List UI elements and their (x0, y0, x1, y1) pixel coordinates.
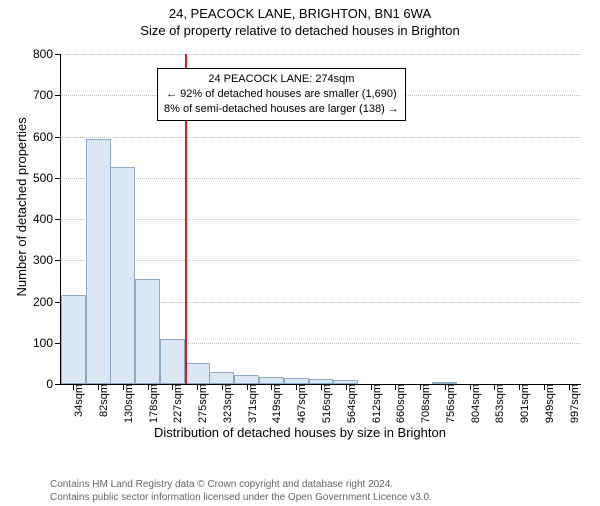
histogram-bar (135, 279, 160, 384)
x-axis-label: Distribution of detached houses by size … (0, 425, 600, 440)
histogram-bar (209, 372, 234, 384)
x-tick-label: 82sqm (98, 384, 110, 417)
grid-line (61, 178, 581, 179)
y-tick-label: 300 (33, 253, 61, 267)
footer: Contains HM Land Registry data © Crown c… (0, 478, 600, 504)
x-tick-label: 516sqm (321, 384, 333, 423)
x-tick-label: 756sqm (445, 384, 457, 423)
y-tick-label: 700 (33, 88, 61, 102)
x-tick-label: 178sqm (148, 384, 160, 423)
x-tick-label: 419sqm (271, 384, 283, 423)
annotation-line: ← 92% of detached houses are smaller (1,… (164, 87, 399, 102)
annotation-line: 8% of semi-detached houses are larger (1… (164, 102, 399, 117)
annotation-box: 24 PEACOCK LANE: 274sqm← 92% of detached… (157, 68, 406, 121)
grid-line (61, 54, 581, 55)
histogram-bar (61, 295, 86, 384)
plot-area: 010020030040050060070080034sqm82sqm130sq… (60, 54, 581, 385)
histogram-bar (234, 375, 259, 384)
x-tick-label: 275sqm (197, 384, 209, 423)
x-tick-label: 804sqm (470, 384, 482, 423)
chart-container: Number of detached properties 0100200300… (0, 44, 600, 444)
x-tick-label: 708sqm (420, 384, 432, 423)
y-tick-label: 800 (33, 47, 61, 61)
histogram-bar (259, 377, 284, 384)
x-tick-label: 130sqm (123, 384, 135, 423)
x-tick-label: 323sqm (222, 384, 234, 423)
annotation-line: 24 PEACOCK LANE: 274sqm (164, 72, 399, 87)
x-tick-label: 997sqm (569, 384, 581, 423)
y-tick-label: 600 (33, 130, 61, 144)
y-tick-label: 0 (46, 377, 61, 391)
x-tick-label: 612sqm (371, 384, 383, 423)
footer-line-2: Contains public sector information licen… (50, 491, 600, 504)
y-tick-label: 100 (33, 336, 61, 350)
histogram-bar (110, 167, 135, 384)
x-tick-label: 467sqm (296, 384, 308, 423)
x-tick-label: 34sqm (73, 384, 85, 417)
y-tick-label: 400 (33, 212, 61, 226)
histogram-bar (86, 139, 111, 384)
y-tick-label: 200 (33, 295, 61, 309)
x-tick-label: 227sqm (172, 384, 184, 423)
footer-line-1: Contains HM Land Registry data © Crown c… (50, 478, 600, 491)
title-sub: Size of property relative to detached ho… (0, 23, 600, 38)
x-tick-label: 901sqm (519, 384, 531, 423)
grid-line (61, 260, 581, 261)
x-tick-label: 949sqm (544, 384, 556, 423)
y-axis-label: Number of detached properties (14, 117, 29, 296)
x-tick-label: 660sqm (395, 384, 407, 423)
grid-line (61, 219, 581, 220)
x-tick-label: 371sqm (247, 384, 259, 423)
x-tick-label: 564sqm (346, 384, 358, 423)
y-tick-label: 500 (33, 171, 61, 185)
histogram-bar (185, 363, 210, 384)
histogram-bar (160, 339, 185, 384)
x-tick-label: 853sqm (494, 384, 506, 423)
grid-line (61, 137, 581, 138)
title-main: 24, PEACOCK LANE, BRIGHTON, BN1 6WA (0, 6, 600, 21)
